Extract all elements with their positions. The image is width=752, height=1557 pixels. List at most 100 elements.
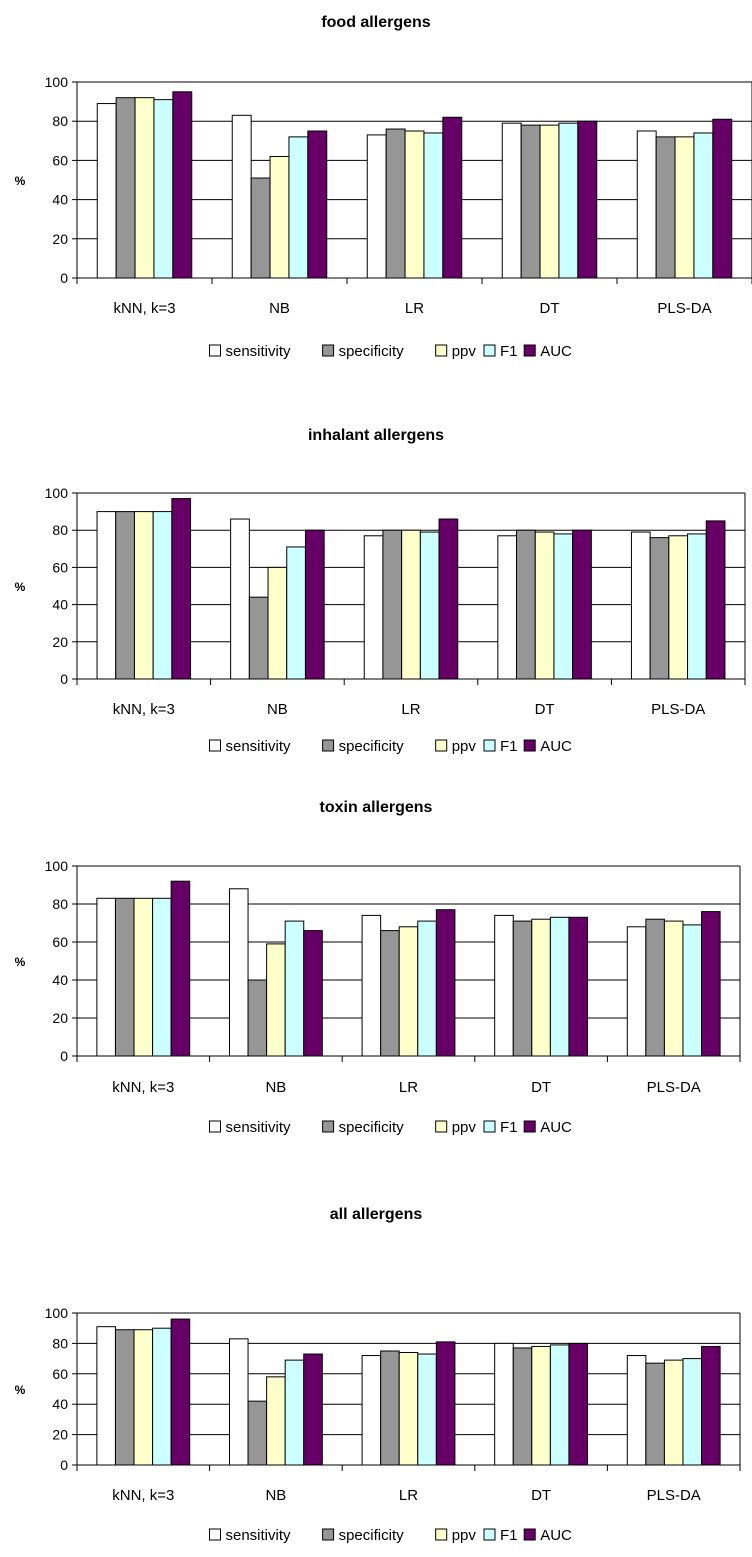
bar-f1: [687, 533, 707, 680]
legend: sensitivity specificity ppv F1 AUC: [209, 738, 572, 755]
bar-ppv: [663, 1359, 684, 1466]
x-category-label: kNN, k=3: [113, 300, 175, 317]
legend: sensitivity specificity ppv F1 AUC: [209, 343, 572, 360]
x-category-label: DT: [540, 300, 560, 317]
legend-label: ppv: [452, 738, 477, 755]
bar-specificity: [115, 97, 136, 279]
bar-sensitivity: [96, 897, 116, 1057]
bar-sensitivity: [230, 518, 250, 680]
x-category-label: LR: [399, 1079, 418, 1096]
bar-sensitivity: [626, 926, 647, 1057]
x-category-label: NB: [269, 300, 290, 317]
bar-ppv: [401, 529, 421, 680]
x-category-label: PLS-DA: [657, 300, 711, 317]
chart-title: inhalant allergens: [307, 427, 445, 444]
x-category-label: NB: [265, 1079, 286, 1096]
bar-sensitivity: [231, 114, 252, 279]
legend-label: sensitivity: [226, 343, 292, 360]
legend-swatch: [322, 1528, 335, 1541]
legend-swatch: [322, 739, 335, 752]
y-tick-label: 80: [52, 113, 68, 129]
bar-f1: [423, 132, 444, 279]
bar-sensitivity: [363, 535, 384, 680]
legend-swatch: [435, 1120, 448, 1133]
bar-specificity: [115, 511, 135, 680]
bar-sensitivity: [228, 888, 249, 1057]
bar-f1: [549, 916, 570, 1057]
y-tick-label: 40: [52, 1396, 68, 1412]
bar-ppv: [663, 920, 684, 1057]
bar-specificity: [385, 128, 406, 279]
chart-svg: 0 20 40 60 80 100% kNN, k=3 NB LR DT PLS-DA sensiti…: [15, 858, 741, 1136]
bar-ppv: [133, 897, 154, 1057]
legend-label: sensitivity: [226, 1527, 292, 1544]
bar-ppv: [266, 1376, 286, 1466]
legend-swatch: [435, 344, 448, 357]
bar-f1: [152, 511, 173, 680]
bar-auc: [701, 1345, 721, 1466]
bar-f1: [152, 1327, 172, 1466]
bar-f1: [693, 132, 714, 279]
bar-auc: [303, 930, 323, 1057]
y-tick-label: 60: [52, 559, 68, 575]
bar-specificity: [649, 537, 670, 680]
bar-ppv: [398, 1352, 419, 1466]
x-category-label: LR: [405, 300, 424, 317]
legend-swatch: [322, 1120, 335, 1133]
bar-ppv: [133, 1329, 154, 1466]
bar-auc: [304, 529, 325, 680]
x-category-label: PLS-DA: [647, 1079, 701, 1096]
bar-specificity: [645, 1362, 665, 1466]
bar-specificity: [114, 1329, 135, 1466]
bar-sensitivity: [361, 1355, 382, 1466]
legend-label: F1: [500, 738, 518, 755]
bar-auc: [568, 1342, 589, 1466]
y-tick-label: 100: [45, 485, 69, 501]
legend-swatch: [435, 1528, 448, 1541]
bar-f1: [152, 897, 172, 1057]
bar-f1: [286, 546, 306, 680]
legend-swatch: [209, 739, 221, 752]
bar-f1: [284, 920, 305, 1057]
bar-auc: [171, 498, 192, 680]
legend-swatch: [209, 344, 221, 357]
legend-label: AUC: [540, 1527, 572, 1544]
chart-svg: 0 20 40 60 80 100% kNN, k=3 NB LR DT PLS-DA sensiti…: [15, 485, 746, 755]
x-category-label: PLS-DA: [651, 701, 705, 718]
y-axis-label: %: [15, 580, 26, 594]
bar-f1: [419, 531, 440, 680]
y-tick-label: 20: [52, 634, 68, 650]
bar-auc: [442, 116, 463, 279]
bar-ppv: [531, 1345, 551, 1466]
bar-specificity: [516, 529, 536, 680]
x-category-label: kNN, k=3: [112, 1487, 174, 1504]
legend-swatch: [523, 1120, 536, 1133]
bar-specificity: [380, 930, 400, 1057]
bar-ppv: [534, 531, 555, 680]
y-tick-label: 40: [52, 972, 68, 988]
legend-label: sensitivity: [226, 738, 292, 755]
chart-title: all allergens: [329, 1206, 423, 1223]
x-category-label: LR: [399, 1487, 418, 1504]
x-category-label: LR: [401, 701, 420, 718]
legend-label: sensitivity: [226, 1119, 292, 1136]
x-category-label: DT: [531, 1487, 551, 1504]
legend-swatch: [483, 739, 496, 752]
bar-auc: [572, 529, 592, 680]
bar-sensitivity: [497, 535, 518, 680]
bar-sensitivity: [96, 1326, 116, 1466]
legend-swatch: [435, 739, 448, 752]
bar-ppv: [674, 136, 695, 279]
bar-auc: [435, 1341, 456, 1466]
bar-specificity: [114, 897, 135, 1057]
legend-label: specificity: [339, 343, 405, 360]
bar-specificity: [512, 1347, 533, 1466]
legend-label: AUC: [540, 738, 572, 755]
y-axis-label: %: [15, 955, 26, 969]
bar-sensitivity: [494, 1342, 514, 1466]
chart-title: food allergens: [321, 14, 431, 31]
y-tick-label: 0: [60, 671, 68, 687]
chart-title: toxin allergens: [319, 799, 433, 816]
y-tick-label: 80: [52, 522, 68, 538]
y-tick-label: 0: [60, 270, 68, 286]
